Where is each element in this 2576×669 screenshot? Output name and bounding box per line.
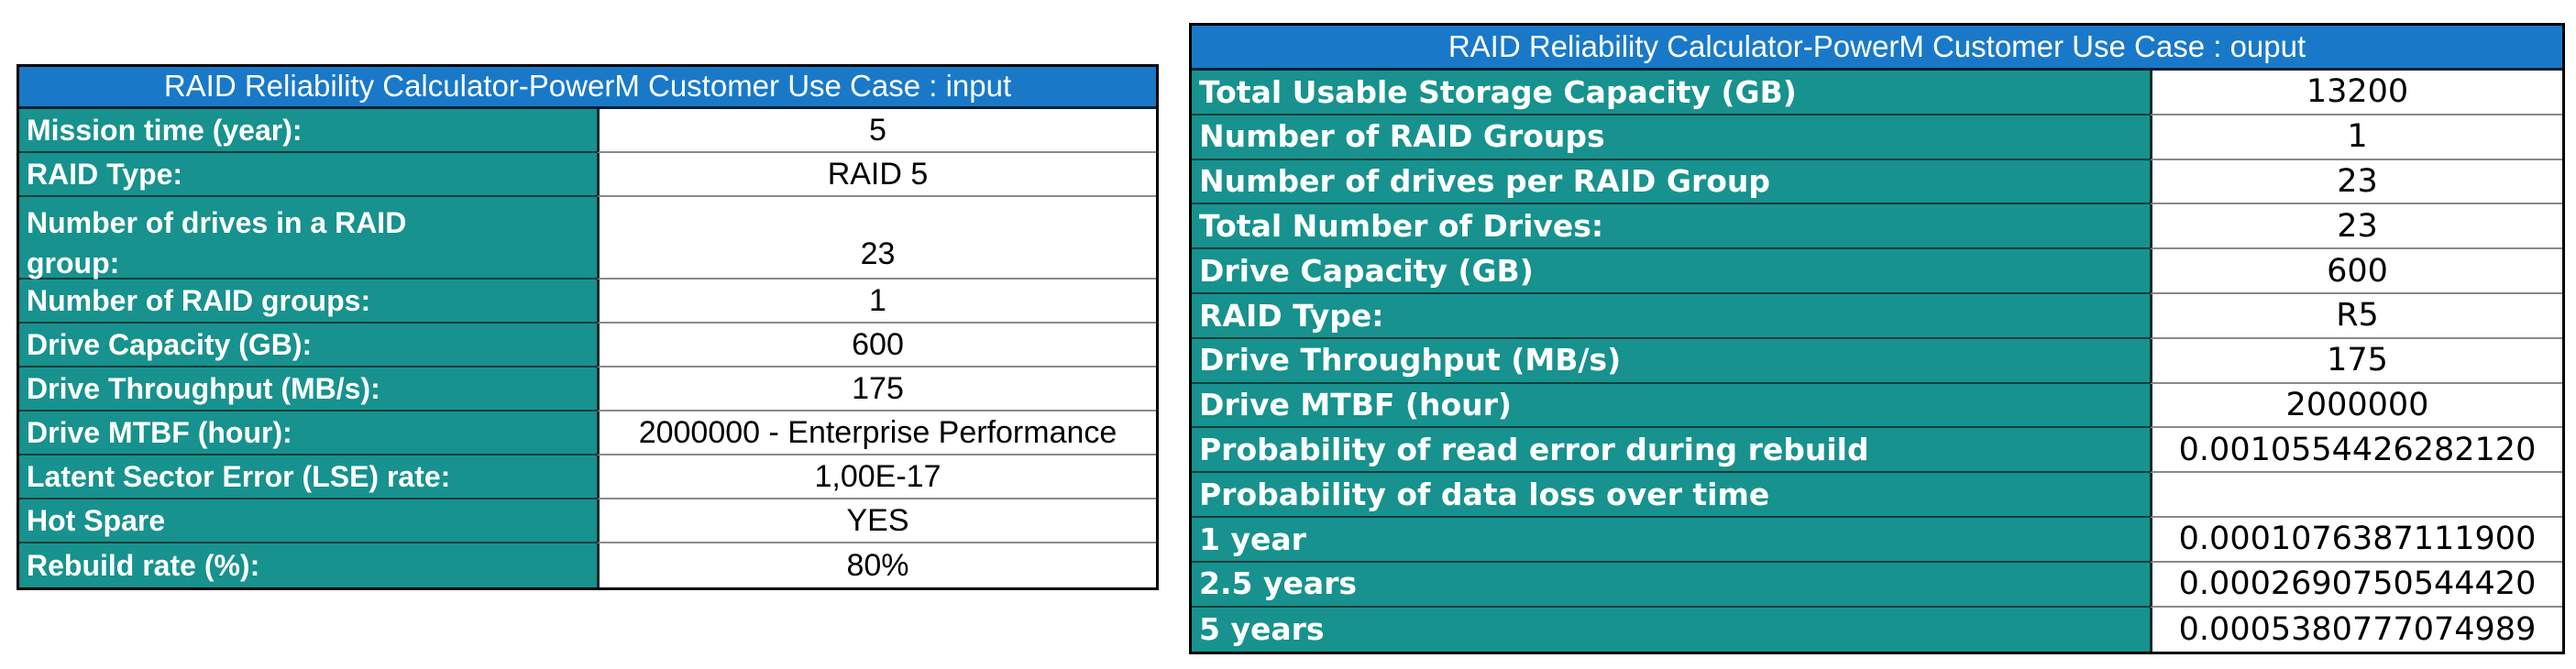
input-row-label: Number of RAID groups: (19, 280, 597, 324)
output-table-title: RAID Reliability Calculator-PowerM Custo… (1192, 26, 2562, 71)
table-row: Probability of read error during rebuild… (1192, 428, 2562, 474)
table-row: Number of drives in a RAID group: 23 (19, 197, 1156, 280)
table-row: Drive MTBF (hour): 2000000 - Enterprise … (19, 411, 1156, 455)
table-row: Probability of data loss over time (1192, 473, 2562, 518)
output-row-label: Number of drives per RAID Group (1192, 159, 2150, 205)
input-row-label: Drive Capacity (GB): (19, 324, 597, 367)
input-row-value[interactable]: 5 (597, 109, 1156, 153)
output-row-label: Drive Throughput (MB/s) (1192, 338, 2150, 384)
input-row-value[interactable]: 600 (597, 324, 1156, 367)
table-row: Drive Throughput (MB/s) 175 (1192, 338, 2562, 384)
output-row-value: R5 (2150, 293, 2562, 339)
output-row-value: 13200 (2150, 71, 2562, 115)
output-row-value: 0.0002690750544420 (2150, 562, 2562, 608)
output-row-value (2150, 473, 2562, 518)
table-row: Number of RAID Groups 1 (1192, 115, 2562, 160)
output-row-value: 0.0010554426282120 (2150, 428, 2562, 474)
table-row: Drive Capacity (GB): 600 (19, 324, 1156, 367)
output-row-label: Number of RAID Groups (1192, 115, 2150, 160)
input-row-value[interactable]: RAID 5 (597, 153, 1156, 197)
table-row: Total Number of Drives: 23 (1192, 204, 2562, 250)
output-row-label: 5 years (1192, 607, 2150, 653)
input-row-label: Drive MTBF (hour): (19, 411, 597, 455)
output-row-value: 0.0001076387111900 (2150, 517, 2562, 563)
output-row-value: 0.0005380777074989 (2150, 607, 2562, 653)
output-row-value: 2000000 (2150, 383, 2562, 429)
output-row-label: 2.5 years (1192, 562, 2150, 608)
input-row-value[interactable]: 23 (597, 197, 1156, 280)
input-row-label: Drive Throughput (MB/s): (19, 367, 597, 411)
raid-input-table: RAID Reliability Calculator-PowerM Custo… (17, 64, 1159, 590)
input-row-label: Hot Spare (19, 499, 597, 543)
output-row-value: 600 (2150, 249, 2562, 294)
output-row-label: Drive Capacity (GB) (1192, 249, 2150, 294)
table-row: 5 years 0.0005380777074989 (1192, 607, 2562, 653)
table-row: Hot Spare YES (19, 499, 1156, 543)
table-row: 2.5 years 0.0002690750544420 (1192, 562, 2562, 608)
input-row-value[interactable]: YES (597, 499, 1156, 543)
output-row-value: 175 (2150, 338, 2562, 384)
output-row-label: Total Usable Storage Capacity (GB) (1192, 71, 2150, 115)
output-row-value: 1 (2150, 115, 2562, 160)
table-row: RAID Type: R5 (1192, 293, 2562, 339)
output-row-value: 23 (2150, 204, 2562, 250)
input-row-label: Rebuild rate (%): (19, 543, 597, 587)
input-row-value[interactable]: 1 (597, 280, 1156, 324)
output-row-label: Probability of data loss over time (1192, 473, 2150, 518)
table-row: Drive Throughput (MB/s): 175 (19, 367, 1156, 411)
table-row: 1 year 0.0001076387111900 (1192, 517, 2562, 563)
output-row-label: Total Number of Drives: (1192, 204, 2150, 250)
output-row-label: RAID Type: (1192, 293, 2150, 339)
table-row: Latent Sector Error (LSE) rate: 1,00E-17 (19, 455, 1156, 499)
table-row: Drive Capacity (GB) 600 (1192, 249, 2562, 294)
table-row: Number of drives per RAID Group 23 (1192, 159, 2562, 205)
output-row-label: 1 year (1192, 517, 2150, 563)
table-row: Mission time (year): 5 (19, 109, 1156, 153)
raid-output-table: RAID Reliability Calculator-PowerM Custo… (1189, 23, 2565, 655)
output-row-label: Probability of read error during rebuild (1192, 428, 2150, 474)
table-row: Rebuild rate (%): 80% (19, 543, 1156, 587)
table-row: Number of RAID groups: 1 (19, 280, 1156, 324)
input-row-label: RAID Type: (19, 153, 597, 197)
input-row-label: Mission time (year): (19, 109, 597, 153)
input-row-value[interactable]: 1,00E-17 (597, 455, 1156, 499)
input-row-value[interactable]: 2000000 - Enterprise Performance (597, 411, 1156, 455)
output-row-value: 23 (2150, 159, 2562, 205)
input-row-label: Number of drives in a RAID group: (19, 197, 597, 280)
input-row-label: Latent Sector Error (LSE) rate: (19, 455, 597, 499)
output-row-label: Drive MTBF (hour) (1192, 383, 2150, 429)
input-row-value[interactable]: 80% (597, 543, 1156, 587)
table-row: RAID Type: RAID 5 (19, 153, 1156, 197)
table-row: Drive MTBF (hour) 2000000 (1192, 383, 2562, 429)
table-row: Total Usable Storage Capacity (GB) 13200 (1192, 71, 2562, 115)
input-table-title: RAID Reliability Calculator-PowerM Custo… (19, 67, 1156, 109)
input-row-value[interactable]: 175 (597, 367, 1156, 411)
